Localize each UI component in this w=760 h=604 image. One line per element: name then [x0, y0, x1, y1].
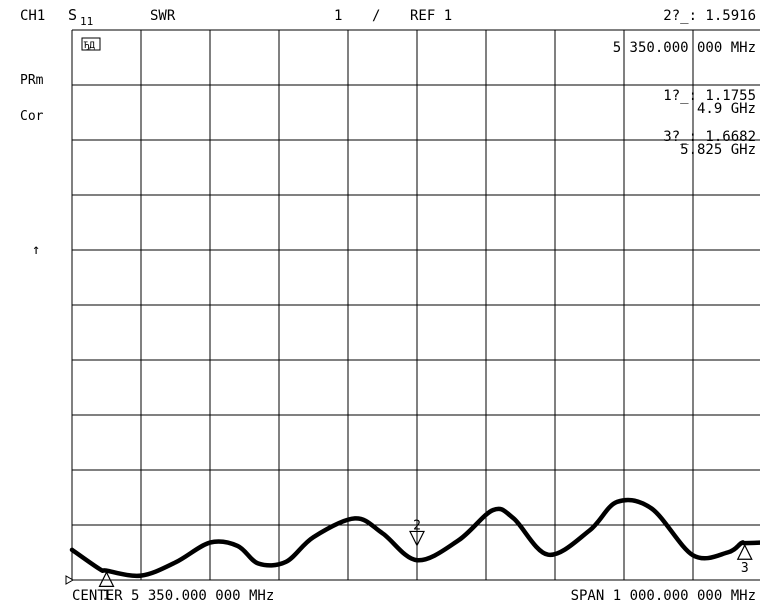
swr-trace [69, 497, 760, 579]
parameter-changed-indicator: PRm [20, 73, 44, 88]
scale-separator: / [372, 8, 380, 24]
marker3-frequency: 5.825 GHz [680, 142, 756, 158]
marker-2-symbol [409, 530, 425, 547]
marker3-value: 3?_: 1.6682 [663, 129, 756, 145]
parameter-subscript: 11 [80, 15, 93, 28]
span-frequency: SPAN 1 000.000 000 MHz [571, 588, 756, 604]
format-label: SWR [150, 8, 176, 24]
active-marker-frequency: 5 350.000 000 MHz [613, 40, 756, 56]
corner-symbol-box [81, 37, 101, 51]
correction-indicator: Cor [20, 109, 44, 124]
scale-label: 1 [334, 8, 342, 24]
marker-1-symbol [98, 571, 115, 587]
graticule [71, 29, 760, 581]
reference-label: REF 1 [410, 8, 452, 24]
marker-3-label: 3 [741, 561, 749, 576]
reference-position-arrow: ↑ [32, 242, 40, 258]
corner-symbol: ЂД [83, 41, 95, 51]
marker-1-label: 1 [103, 588, 111, 603]
parameter-label: S [68, 6, 77, 24]
marker-2-label: 2 [413, 518, 421, 533]
marker-3-symbol [736, 543, 753, 560]
channel-label: CH1 [20, 8, 45, 24]
marker1-value: 1?_: 1.1755 [663, 88, 756, 104]
center-frequency: CENTER 5 350.000 000 MHz [72, 588, 274, 604]
reference-level-marker [65, 575, 75, 585]
marker1-frequency: 4.9 GHz [697, 101, 756, 117]
markers: 1 2 3 [98, 518, 753, 603]
active-marker-readout: 2?_: 1.5916 [663, 8, 756, 24]
